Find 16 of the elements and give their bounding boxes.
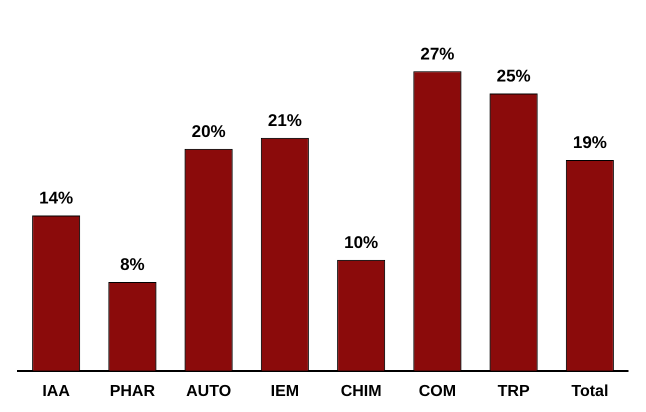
x-tick-label: IEM (270, 382, 300, 400)
x-tick-label: AUTO (186, 382, 232, 400)
data-label: 8% (120, 255, 145, 274)
x-tick-label: COM (418, 382, 456, 400)
data-label: 20% (192, 122, 226, 142)
x-tick-label: PHAR (110, 382, 156, 400)
x-tick-label: IAA (42, 382, 70, 400)
x-tick-label: TRP (498, 382, 530, 400)
x-tick-label: CHIM (340, 382, 382, 400)
data-label: 27% (420, 44, 454, 64)
data-label: 19% (572, 133, 607, 152)
data-label: 21% (268, 111, 302, 130)
x-tick-label: Total (571, 382, 608, 400)
data-label: 10% (344, 233, 378, 252)
data-label: 14% (39, 188, 74, 208)
data-label: 25% (496, 66, 531, 86)
